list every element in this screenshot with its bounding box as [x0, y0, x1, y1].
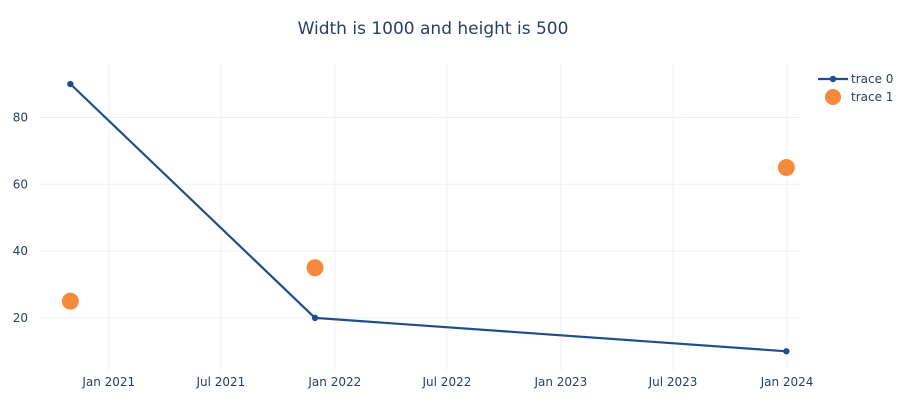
- chart-title: Width is 1000 and height is 500: [298, 19, 569, 39]
- data-point[interactable]: [67, 80, 74, 88]
- x-tick-label: Jan 2024: [760, 375, 814, 389]
- grid: [40, 64, 800, 370]
- x-tick-label: Jul 2023: [648, 375, 698, 389]
- x-axis-ticks: Jan 2021 Jul 2021 Jan 2022 Jul 2022 Jan 2023…: [81, 375, 813, 389]
- y-tick-label: 40: [13, 244, 28, 258]
- legend-item-trace-1[interactable]: trace 1: [825, 89, 893, 105]
- y-axis-ticks: 20 40 60 80: [13, 110, 28, 324]
- plot-series: [61, 80, 795, 355]
- data-point[interactable]: [61, 292, 79, 310]
- legend-trace-0-label: trace 0: [851, 72, 893, 86]
- legend-trace-0-marker-icon: [829, 75, 837, 83]
- legend[interactable]: trace 0 trace 1: [818, 72, 893, 105]
- y-tick-label: 80: [13, 110, 28, 124]
- legend-trace-1-marker-icon: [825, 89, 841, 105]
- x-tick-label: Jul 2022: [422, 375, 472, 389]
- x-tick-label: Jan 2023: [533, 375, 587, 389]
- data-point[interactable]: [777, 159, 795, 177]
- y-tick-label: 20: [13, 311, 28, 325]
- series-trace-0: [67, 80, 790, 355]
- data-point[interactable]: [306, 259, 324, 277]
- x-tick-label: Jul 2021: [195, 375, 245, 389]
- legend-trace-1-label: trace 1: [851, 90, 893, 104]
- data-point[interactable]: [311, 314, 319, 322]
- x-tick-label: Jan 2021: [81, 375, 135, 389]
- data-point[interactable]: [783, 348, 790, 355]
- legend-item-trace-0[interactable]: trace 0: [818, 72, 893, 86]
- y-tick-label: 60: [13, 177, 28, 191]
- series-trace-1: [61, 159, 795, 310]
- x-tick-label: Jan 2022: [307, 375, 361, 389]
